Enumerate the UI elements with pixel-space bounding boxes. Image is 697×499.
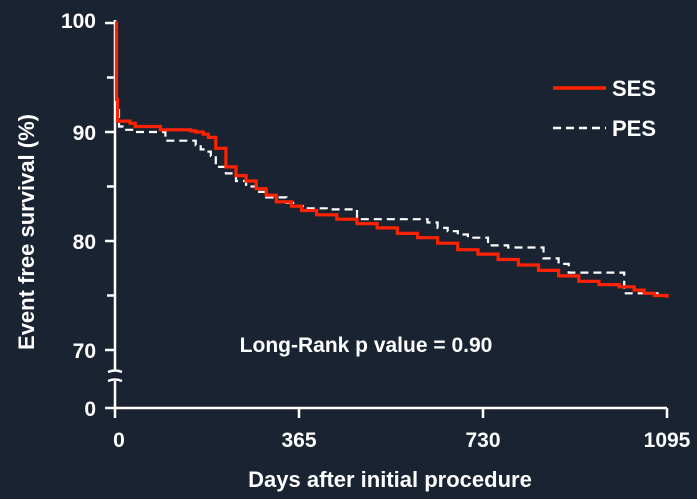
- legend: SES PES: [553, 76, 656, 141]
- y-tick-label: 80: [73, 231, 96, 254]
- legend-pes-label: PES: [612, 116, 656, 141]
- y-tick-label: 90: [73, 122, 96, 145]
- y-tick-label-zero: 0: [84, 398, 96, 421]
- x-tick-label: 730: [465, 429, 500, 452]
- x-tick-label: 0: [113, 429, 125, 452]
- x-tick-label: 365: [281, 429, 316, 452]
- y-ticks: 70 80 90 100 0: [61, 10, 115, 421]
- x-axis-title: Days after initial procedure: [248, 467, 532, 492]
- axis-break-bottom: [107, 378, 123, 383]
- series-line-ses: [114, 21, 669, 298]
- series-layer: [114, 21, 669, 298]
- y-tick-label: 100: [61, 10, 96, 33]
- series-line-pes: [115, 21, 669, 297]
- axis-break-top: [107, 369, 123, 374]
- y-axis-title: Event free survival (%): [14, 114, 39, 350]
- legend-ses-label: SES: [612, 76, 656, 101]
- y-tick-label: 70: [73, 340, 96, 363]
- p-value-annotation: Long-Rank p value = 0.90: [240, 334, 493, 357]
- x-ticks: 0 365 730 1095: [113, 408, 691, 452]
- x-tick-label: 1095: [644, 429, 691, 452]
